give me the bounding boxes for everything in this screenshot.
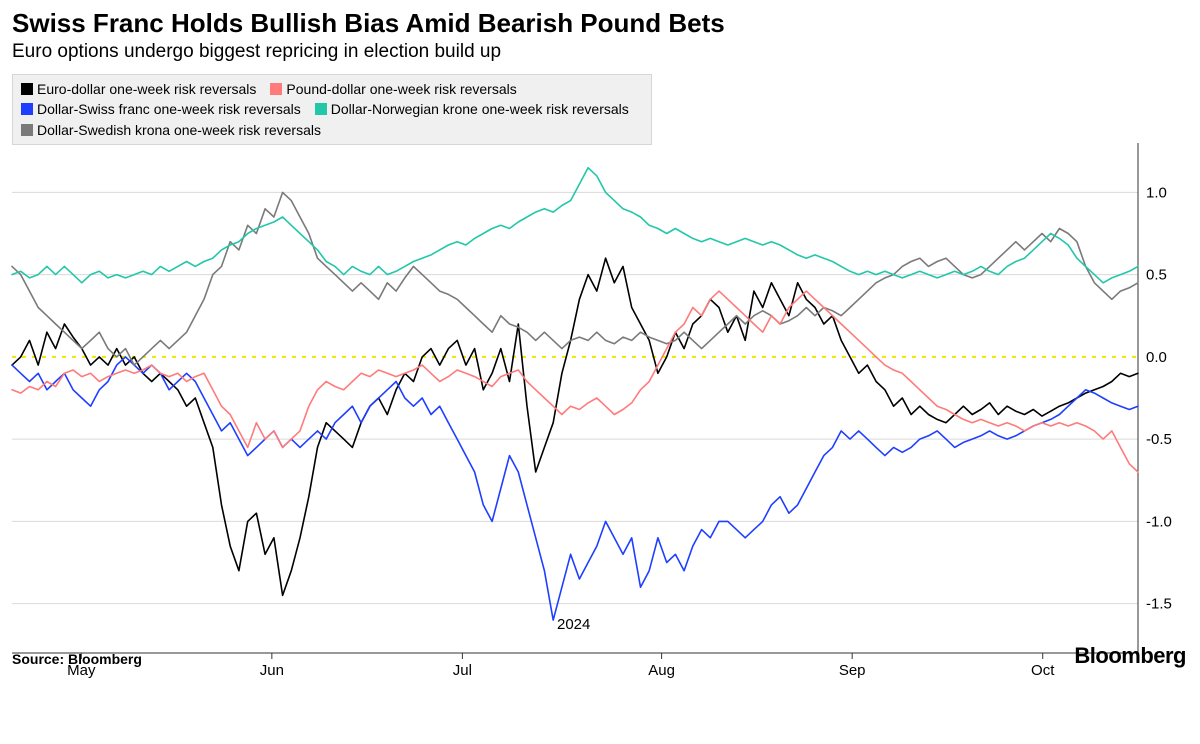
legend-item: Dollar-Norwegian krone one-week risk rev…	[315, 99, 629, 119]
chart-legend: Euro-dollar one-week risk reversals Pound…	[12, 74, 652, 145]
svg-text:1.0: 1.0	[1146, 184, 1167, 201]
legend-item: Euro-dollar one-week risk reversals	[21, 79, 256, 99]
svg-text:-1.0: -1.0	[1146, 513, 1172, 530]
chart-title: Swiss Franc Holds Bullish Bias Amid Bear…	[0, 0, 1200, 39]
legend-item: Pound-dollar one-week risk reversals	[270, 79, 516, 99]
svg-text:Sep: Sep	[839, 662, 866, 679]
svg-text:0.0: 0.0	[1146, 349, 1167, 366]
svg-text:Jun: Jun	[260, 662, 284, 679]
legend-item: Dollar-Swedish krona one-week risk rever…	[21, 120, 321, 140]
svg-text:Oct: Oct	[1031, 662, 1055, 679]
legend-item: Dollar-Swiss franc one-week risk reversa…	[21, 99, 301, 119]
svg-text:0.5: 0.5	[1146, 267, 1167, 284]
chart-plot: -1.5-1.0-0.50.00.51.0MayJunJulAugSepOct	[0, 69, 1200, 744]
source-text: Source: Bloomberg	[12, 651, 142, 667]
x-axis-year: 2024	[557, 616, 590, 633]
svg-text:-0.5: -0.5	[1146, 431, 1172, 448]
brand-logo: Bloomberg	[1074, 643, 1186, 669]
svg-text:-1.5: -1.5	[1146, 596, 1172, 613]
svg-text:Aug: Aug	[648, 662, 675, 679]
chart-subtitle: Euro options undergo biggest repricing i…	[0, 39, 1200, 69]
svg-text:Jul: Jul	[453, 662, 472, 679]
